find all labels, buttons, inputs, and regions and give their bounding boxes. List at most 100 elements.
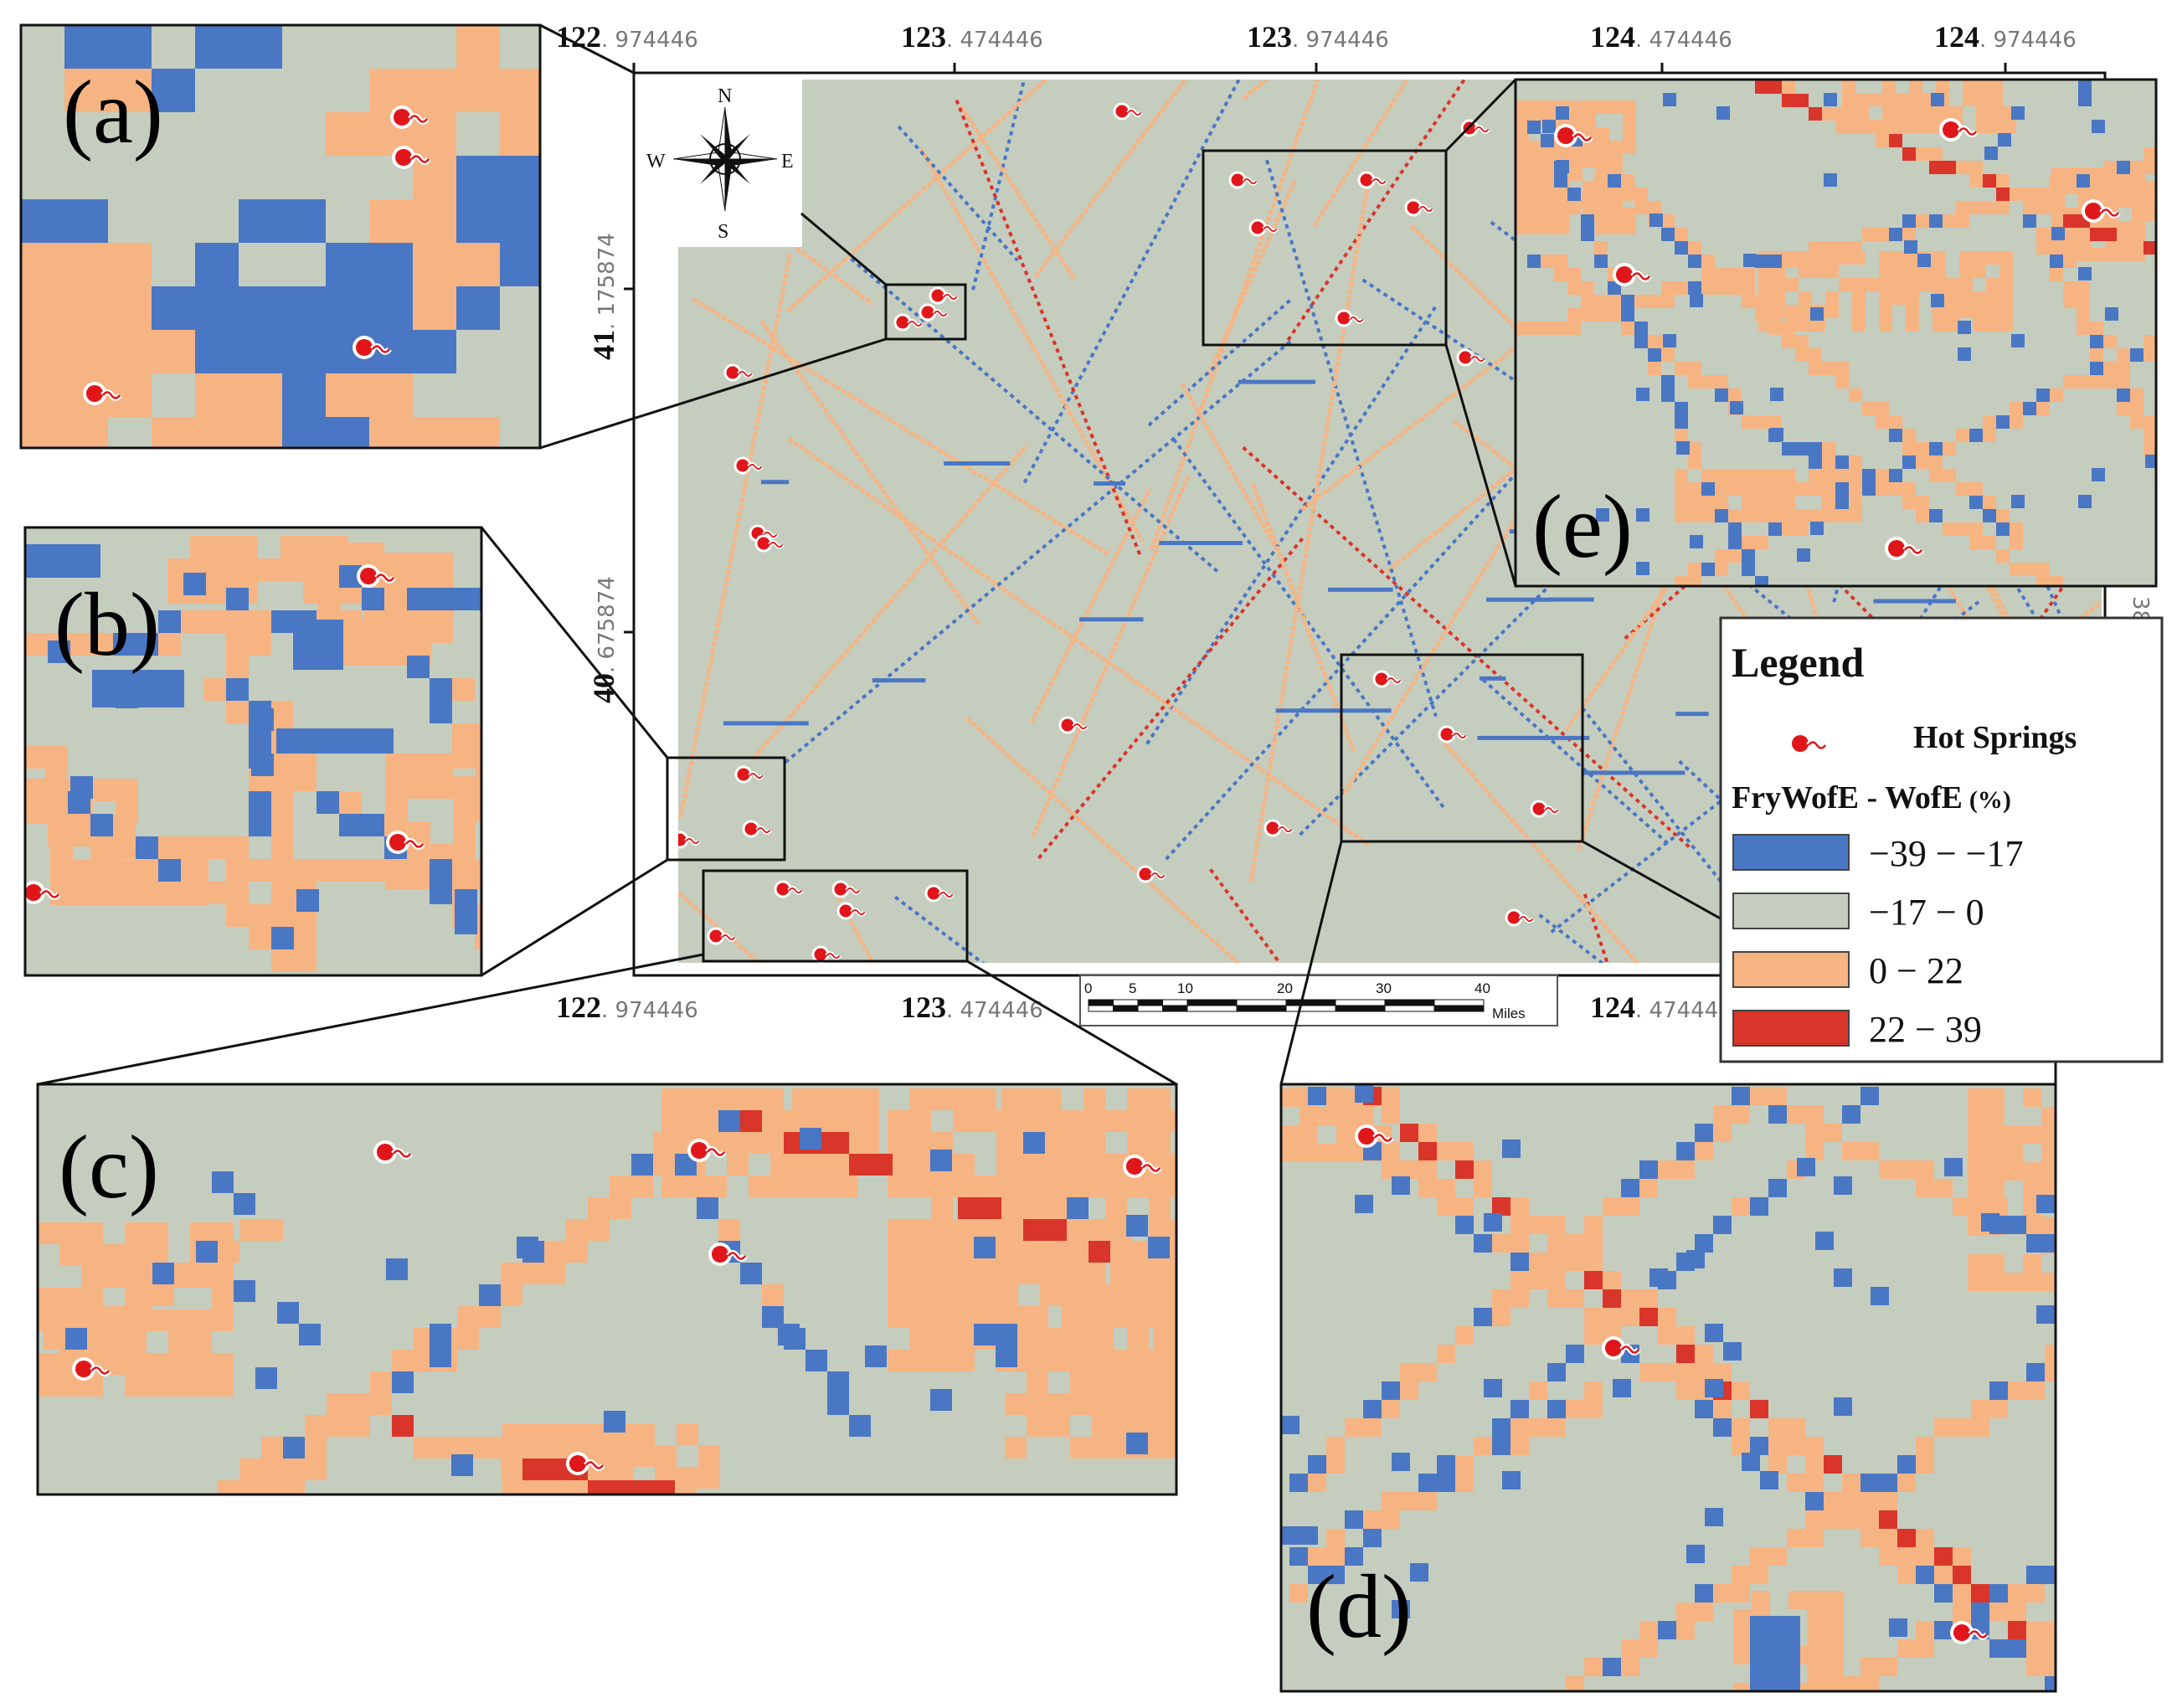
raster-cell xyxy=(2050,268,2063,281)
bottom-axis: 122. 974446 123. 474446 124. 474446 xyxy=(556,990,1732,1024)
raster-cell xyxy=(1675,429,1688,442)
raster-cell xyxy=(1455,1474,1474,1492)
raster-cell xyxy=(181,859,203,882)
raster-cell xyxy=(2036,388,2050,402)
raster-cell xyxy=(1511,1418,1529,1437)
raster-cell xyxy=(1989,1639,2008,1658)
raster-cell xyxy=(369,243,413,286)
raster-cell xyxy=(190,1331,212,1353)
raster-cell xyxy=(1527,121,1541,134)
raster-cell xyxy=(1916,1529,1934,1547)
raster-cell xyxy=(718,1219,740,1241)
raster-cell xyxy=(1824,1492,1842,1510)
raster-cell xyxy=(1634,335,1648,348)
raster-cell xyxy=(2008,1216,2026,1234)
raster-cell xyxy=(476,776,481,799)
raster-cell xyxy=(348,1415,370,1437)
raster-cell xyxy=(1809,482,1822,496)
raster-cell xyxy=(1127,1132,1149,1154)
raster-cell xyxy=(1936,80,1949,93)
raster-cell xyxy=(2077,174,2090,188)
raster-cell xyxy=(497,588,520,610)
raster-cell xyxy=(1688,576,1701,586)
raster-cell xyxy=(1934,1584,1953,1603)
raster-cell xyxy=(294,949,317,972)
raster-cell xyxy=(836,1110,857,1132)
raster-cell xyxy=(1382,1087,1400,1105)
raster-cell xyxy=(1733,1646,1752,1664)
raster-cell xyxy=(1701,509,1715,522)
raster-cell xyxy=(384,633,407,656)
raster-cell xyxy=(1750,1566,1768,1584)
raster-cell xyxy=(1805,1510,1824,1529)
raster-cell xyxy=(1584,1381,1603,1400)
raster-cell xyxy=(930,1150,952,1171)
panel-label-b: (b) xyxy=(54,575,160,675)
raster-cell xyxy=(392,1371,414,1393)
top-tick-1: 122. 974446 xyxy=(556,20,698,54)
raster-cell xyxy=(2010,402,2023,415)
raster-cell xyxy=(1742,469,1755,482)
raster-cell xyxy=(1976,120,1989,133)
raster-cell xyxy=(1070,1371,1092,1393)
raster-cell xyxy=(1986,1273,2005,1291)
raster-cell xyxy=(1916,1179,1934,1197)
raster-cell xyxy=(1732,1437,1750,1455)
raster-cell xyxy=(1750,1616,1800,1691)
panel-label-a: (a) xyxy=(63,63,163,162)
raster-cell xyxy=(2130,161,2144,174)
raster-cell xyxy=(2144,429,2156,442)
raster-cell xyxy=(588,1197,610,1219)
raster-cell xyxy=(1676,1603,1695,1621)
raster-cell xyxy=(1805,1124,1824,1142)
raster-cell xyxy=(2145,181,2156,194)
raster-cell xyxy=(1946,318,1959,332)
raster-cell xyxy=(1114,1393,1135,1415)
raster-cell xyxy=(362,588,384,610)
raster-cell xyxy=(92,670,184,707)
raster-cell xyxy=(2063,1345,2082,1363)
raster-cell xyxy=(1949,106,1963,120)
raster-cell xyxy=(1455,1326,1474,1345)
raster-cell xyxy=(363,643,386,666)
raster-cell xyxy=(1547,1289,1566,1308)
raster-cell xyxy=(2023,201,2036,214)
raster-cell xyxy=(1892,291,1906,305)
raster-cell xyxy=(1728,509,1742,522)
raster-cell xyxy=(283,1437,305,1458)
scale-segment xyxy=(1186,1005,1238,1012)
raster-cell xyxy=(1956,201,1969,214)
raster-cell xyxy=(2105,181,2118,194)
raster-cell xyxy=(1701,255,1715,268)
raster-cell xyxy=(1542,120,1556,133)
raster-cell xyxy=(1795,522,1809,536)
raster-cell xyxy=(1824,1124,1842,1142)
raster-cell xyxy=(996,1263,1018,1284)
raster-cell xyxy=(2090,348,2103,362)
raster-cell xyxy=(1728,482,1742,496)
raster-cell xyxy=(1596,508,1609,522)
raster-cell xyxy=(1688,455,1701,469)
raster-cell xyxy=(1999,318,2013,332)
raster-cell xyxy=(1345,1418,1363,1437)
raster-cell xyxy=(1511,1234,1529,1253)
raster-cell xyxy=(73,860,95,882)
raster-cell xyxy=(212,1375,234,1397)
main-lineament xyxy=(1873,599,1956,604)
raster-cell xyxy=(1772,291,1785,305)
raster-cell xyxy=(1953,1197,1971,1216)
raster-cell xyxy=(633,1423,655,1445)
raster-cell xyxy=(2008,1381,2026,1400)
raster-cell xyxy=(1934,1418,1953,1437)
main-lineament xyxy=(1548,597,1594,602)
raster-cell xyxy=(1688,281,1701,295)
raster-cell xyxy=(1067,1176,1088,1197)
raster-cell xyxy=(1171,1241,1176,1263)
raster-cell xyxy=(1609,221,1623,234)
raster-cell xyxy=(1968,1273,1986,1291)
raster-cell xyxy=(431,553,454,575)
raster-cell xyxy=(610,1176,631,1197)
raster-cell xyxy=(239,286,282,330)
raster-cell xyxy=(1157,1437,1176,1458)
raster-cell xyxy=(1516,154,1529,167)
